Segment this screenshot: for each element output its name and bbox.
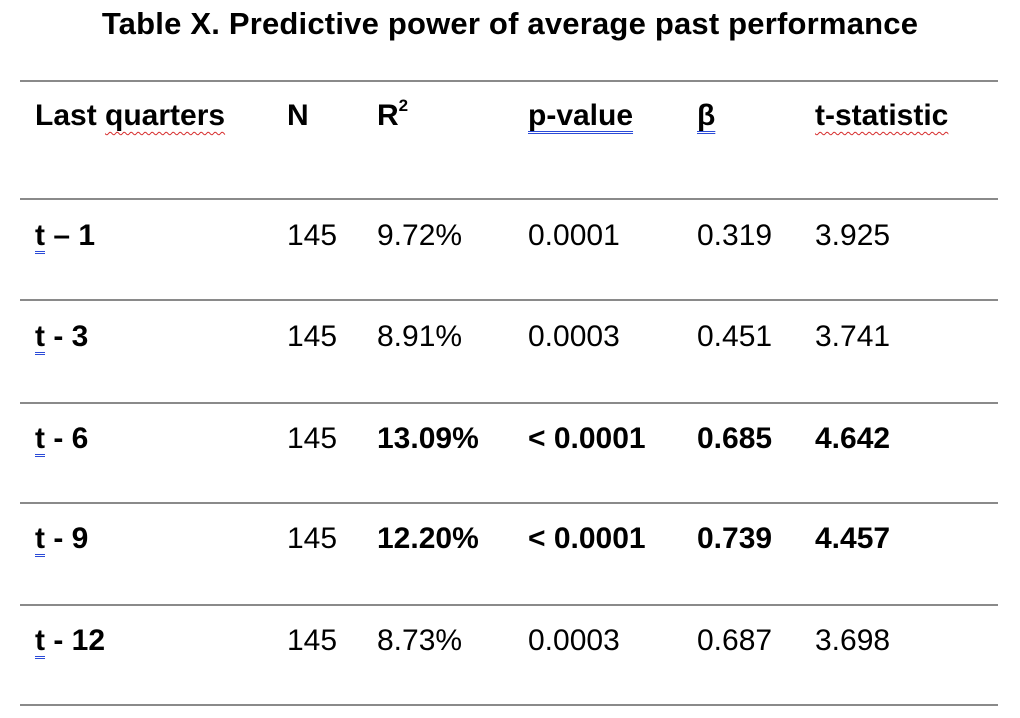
row-5-t: t — [35, 624, 45, 657]
row-rule-2 — [20, 402, 998, 404]
header-rule — [20, 198, 998, 200]
row-rule-4 — [20, 604, 998, 606]
header-r-superscript: 2 — [398, 96, 409, 115]
row-4-t: t — [35, 522, 45, 555]
row-rule-3 — [20, 502, 998, 504]
header-r-squared: R2 — [377, 97, 408, 132]
row-3-lag: t - 6 — [35, 424, 88, 454]
row-1-lag-text: – 1 — [45, 219, 96, 252]
header-t-statistic: t-statistic — [815, 99, 949, 132]
row-5-t-statistic: 3.698 — [815, 624, 891, 657]
row-2-p-value: 0.0003 — [528, 320, 620, 353]
row-3-t-statistic: 4.642 — [815, 422, 891, 455]
header-r-base: R — [377, 99, 399, 132]
row-4-beta: 0.739 — [697, 522, 773, 555]
row-2-beta: 0.451 — [697, 320, 773, 353]
row-rule-1 — [20, 299, 998, 301]
header-last-label: Last — [35, 99, 106, 132]
header-quarters-word: quarters — [105, 99, 226, 132]
top-rule — [20, 80, 998, 82]
row-4-lag: t - 9 — [35, 524, 88, 554]
row-2-t: t — [35, 320, 45, 353]
header-last-quarters: Last quarters — [35, 101, 225, 131]
row-3-t: t — [35, 422, 45, 455]
header-p-value: p-value — [528, 99, 634, 132]
row-2-t-statistic: 3.741 — [815, 320, 891, 353]
row-5-n: 145 — [287, 624, 338, 657]
row-3-p-value: < 0.0001 — [528, 422, 646, 455]
row-1-p-value: 0.0001 — [528, 219, 620, 252]
row-4-t-statistic: 4.457 — [815, 522, 891, 555]
row-2-lag: t - 3 — [35, 322, 88, 352]
row-4-p-value: < 0.0001 — [528, 522, 646, 555]
header-beta: β — [697, 99, 716, 132]
row-4-r2: 12.20% — [377, 522, 479, 555]
row-4-n: 145 — [287, 522, 338, 555]
row-2-r2: 8.91% — [377, 320, 463, 353]
row-1-n: 145 — [287, 219, 338, 252]
row-5-lag: t - 12 — [35, 626, 105, 656]
table-title: Table X. Predictive power of average pas… — [101, 6, 919, 41]
bottom-rule — [20, 704, 998, 706]
row-4-lag-text: - 9 — [45, 522, 89, 555]
row-2-n: 145 — [287, 320, 338, 353]
row-5-lag-text: - 12 — [45, 624, 106, 657]
header-n: N — [287, 99, 309, 132]
row-3-r2: 13.09% — [377, 422, 479, 455]
row-5-beta: 0.687 — [697, 624, 773, 657]
row-5-p-value: 0.0003 — [528, 624, 620, 657]
row-3-n: 145 — [287, 422, 338, 455]
row-2-lag-text: - 3 — [45, 320, 89, 353]
row-5-r2: 8.73% — [377, 624, 463, 657]
row-1-r2: 9.72% — [377, 219, 463, 252]
row-1-t: t — [35, 219, 45, 252]
row-1-lag: t – 1 — [35, 221, 95, 251]
row-1-beta: 0.319 — [697, 219, 773, 252]
row-1-t-statistic: 3.925 — [815, 219, 891, 252]
row-3-lag-text: - 6 — [45, 422, 89, 455]
row-3-beta: 0.685 — [697, 422, 773, 455]
